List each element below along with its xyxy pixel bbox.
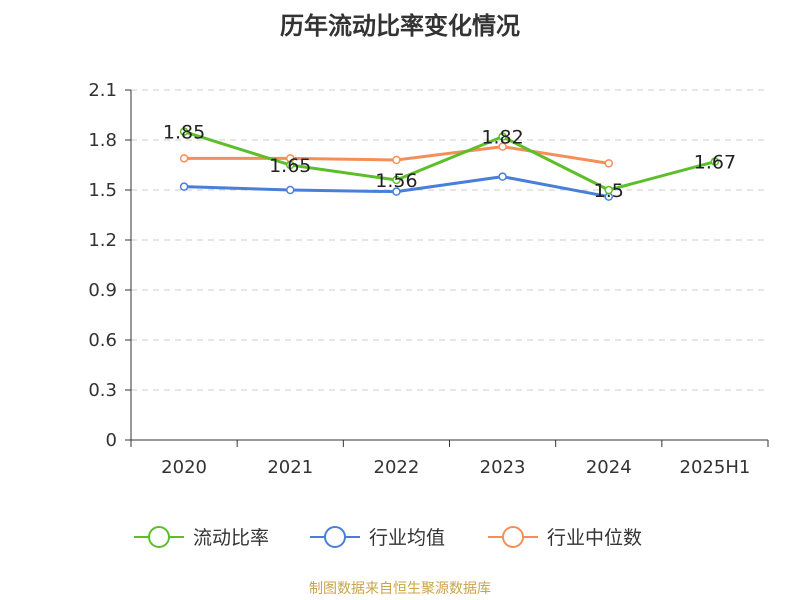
data-label: 1.67: [694, 152, 736, 174]
source-note: 制图数据来自恒生聚源数据库: [309, 581, 491, 597]
legend-label: 行业中位数: [547, 527, 642, 549]
data-point: [604, 159, 613, 168]
data-label: 1.56: [375, 170, 417, 192]
y-tick-label: 2.1: [88, 80, 117, 101]
data-point: [286, 185, 295, 195]
x-tick-label: 2023: [480, 457, 526, 478]
data-point: [179, 182, 189, 191]
chart-title: 历年流动比率变化情况: [280, 12, 520, 40]
data-point: [179, 127, 189, 136]
data-label: 1.65: [269, 155, 311, 177]
y-tick-label: 0.9: [88, 280, 117, 301]
x-tick-label: 2025H1: [680, 457, 751, 478]
series-lines: [179, 127, 720, 201]
data-point: [604, 185, 613, 195]
data-label: 1.85: [163, 122, 205, 144]
y-tick-label: 1.8: [88, 130, 117, 151]
y-tick-label: 1.5: [88, 180, 117, 201]
legend-marker: [502, 526, 524, 548]
x-tick-label: 2024: [586, 457, 632, 478]
legend-label: 行业均值: [369, 527, 445, 549]
x-tick-label: 2020: [161, 457, 207, 478]
legend-label: 流动比率: [193, 527, 269, 549]
data-point: [392, 155, 401, 165]
data-point: [392, 187, 401, 196]
data-point: [286, 160, 295, 170]
y-tick-label: 1.2: [88, 230, 117, 251]
data-point: [498, 172, 507, 181]
grid-lines: [131, 89, 768, 391]
y-tick-label: 0.6: [88, 330, 117, 351]
data-point: [392, 175, 401, 185]
data-point: [179, 154, 189, 163]
x-tick-label: 2022: [374, 457, 420, 478]
legend-marker: [148, 526, 170, 548]
data-point: [498, 142, 507, 151]
data-point: [498, 132, 507, 141]
data-label: 1.82: [481, 127, 523, 149]
x-tick-label: 2021: [267, 457, 313, 478]
legend-marker: [324, 526, 346, 548]
axes: 0 0.3 0.6 0.9 1.2 1.5 1.8 2.1 2020 2021 2022 2023 20…: [88, 80, 769, 478]
series-line: [183, 130, 716, 192]
data-label: 1.5: [594, 180, 624, 202]
y-tick-label: 0.3: [88, 380, 117, 401]
y-tick-label: 0: [106, 430, 117, 451]
legend: 流动比率 行业均值 行业中位数: [134, 526, 642, 549]
data-point: [710, 157, 720, 166]
data-labels: 1.85 1.65 1.56 1.82 1.5 1.67: [163, 122, 736, 202]
